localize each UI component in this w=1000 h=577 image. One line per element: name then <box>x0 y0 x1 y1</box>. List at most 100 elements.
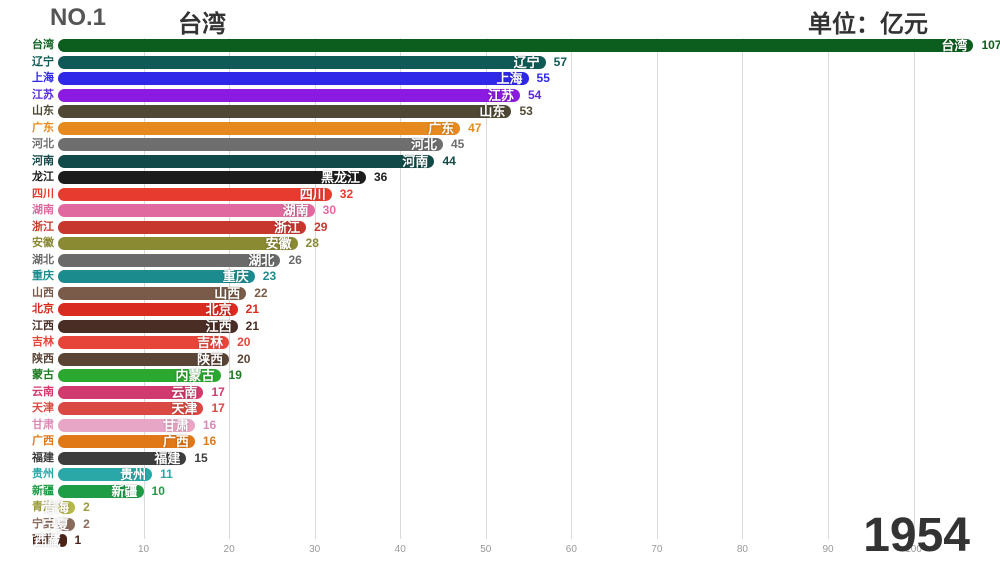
bar-label: 上海 <box>497 71 523 86</box>
bar-row: 浙江浙江29 <box>58 220 982 237</box>
bar-row: 湖北湖北26 <box>58 253 982 270</box>
x-tick: 90 <box>822 544 833 555</box>
bar-label: 山西 <box>214 286 240 301</box>
bar-label: 新疆 <box>112 484 138 499</box>
bar <box>58 204 315 217</box>
y-axis-label: 湖南 <box>32 203 54 218</box>
bar-label: 陕西 <box>197 352 223 367</box>
y-axis-label: 龙江 <box>32 170 54 185</box>
bar <box>58 171 366 184</box>
bar-value: 2 <box>83 500 90 515</box>
bar-row: 台湾台湾107 <box>58 38 982 55</box>
y-axis-label: 广西 <box>32 434 54 449</box>
bar <box>58 39 973 52</box>
bar-label: 浙江 <box>274 220 300 235</box>
bar-value: 23 <box>263 269 276 284</box>
bar-chart: 台湾台湾107辽宁辽宁57上海上海55江苏江苏54山东山东53广东广东47河北河… <box>58 38 982 553</box>
bar-label: 四川 <box>300 187 326 202</box>
bar <box>58 237 298 250</box>
y-axis-label: 台湾 <box>32 38 54 53</box>
bar <box>58 254 280 267</box>
bar-label: 安徽 <box>266 236 292 251</box>
bar-value: 15 <box>194 451 207 466</box>
bar <box>58 155 434 168</box>
bar-value: 11 <box>160 467 173 482</box>
bar-row: 西藏西藏1 <box>58 533 982 550</box>
bar-label: 河南 <box>402 154 428 169</box>
x-tick: 40 <box>395 544 406 555</box>
bar-row: 上海上海55 <box>58 71 982 88</box>
bar-row: 北京北京21 <box>58 302 982 319</box>
x-tick: 20 <box>224 544 235 555</box>
bar-value: 1 <box>75 533 82 548</box>
bar-row: 安徽安徽28 <box>58 236 982 253</box>
y-axis-label: 浙江 <box>32 220 54 235</box>
x-tick: 30 <box>309 544 320 555</box>
bar-row: 河北河北45 <box>58 137 982 154</box>
x-tick: 50 <box>480 544 491 555</box>
bar-label: 云南 <box>171 385 197 400</box>
bar-row: 新疆新疆10 <box>58 484 982 501</box>
bar-row: 贵州贵州11 <box>58 467 982 484</box>
bar-row: 重庆重庆23 <box>58 269 982 286</box>
bar-row: 广东广东47 <box>58 121 982 138</box>
bar-label: 西藏 <box>35 533 61 548</box>
y-axis-label: 陕西 <box>32 352 54 367</box>
bar-value: 10 <box>152 484 165 499</box>
bar <box>58 221 306 234</box>
y-axis-label: 北京 <box>32 302 54 317</box>
bar-value: 20 <box>237 335 250 350</box>
bar-value: 47 <box>468 121 481 136</box>
x-tick: 60 <box>566 544 577 555</box>
bar-row: 山东山东53 <box>58 104 982 121</box>
bar-row: 蒙古内蒙古19 <box>58 368 982 385</box>
y-axis-label: 安徽 <box>32 236 54 251</box>
bar-row: 广西广西16 <box>58 434 982 451</box>
unit-label: 单位：亿元 <box>808 4 928 39</box>
bar-value: 17 <box>211 385 224 400</box>
bar-row: 云南云南17 <box>58 385 982 402</box>
bar-label: 天津 <box>171 401 197 416</box>
bar-row: 甘肃甘肃16 <box>58 418 982 435</box>
bar-row: 河南河南44 <box>58 154 982 171</box>
bar-label: 重庆 <box>223 269 249 284</box>
bar <box>58 56 546 69</box>
bar-label: 贵州 <box>120 467 146 482</box>
bar-row: 天津天津17 <box>58 401 982 418</box>
y-axis-label: 云南 <box>32 385 54 400</box>
y-axis-label: 蒙古 <box>32 368 54 383</box>
bar-value: 44 <box>442 154 455 169</box>
bar-value: 22 <box>254 286 267 301</box>
bar-label: 宁夏 <box>43 517 69 532</box>
bar-value: 26 <box>288 253 301 268</box>
bar-value: 21 <box>246 319 259 334</box>
bar-label: 湖南 <box>283 203 309 218</box>
bar-value: 53 <box>519 104 532 119</box>
y-axis-label: 河北 <box>32 137 54 152</box>
bar-value: 28 <box>306 236 319 251</box>
y-axis-label: 辽宁 <box>32 55 54 70</box>
bar-value: 45 <box>451 137 464 152</box>
rank-name: 台湾 <box>178 4 226 39</box>
bar-label: 甘肃 <box>163 418 189 433</box>
y-axis-label: 新疆 <box>32 484 54 499</box>
y-axis-label: 贵州 <box>32 467 54 482</box>
bar-row: 江西江西21 <box>58 319 982 336</box>
x-tick: 10 <box>138 544 149 555</box>
bar-label: 湖北 <box>248 253 274 268</box>
y-axis-label: 湖北 <box>32 253 54 268</box>
bar-value: 55 <box>537 71 550 86</box>
bar-value: 16 <box>203 434 216 449</box>
bar-label: 江苏 <box>488 88 514 103</box>
y-axis-label: 福建 <box>32 451 54 466</box>
bar-value: 32 <box>340 187 353 202</box>
bar-value: 57 <box>554 55 567 70</box>
bar-value: 54 <box>528 88 541 103</box>
x-tick: 80 <box>737 544 748 555</box>
bar-label: 辽宁 <box>514 55 540 70</box>
y-axis-label: 广东 <box>32 121 54 136</box>
bar-row: 陕西陕西20 <box>58 352 982 369</box>
bar-row: 宁夏宁夏2 <box>58 517 982 534</box>
y-axis-label: 天津 <box>32 401 54 416</box>
bar-row: 吉林吉林20 <box>58 335 982 352</box>
